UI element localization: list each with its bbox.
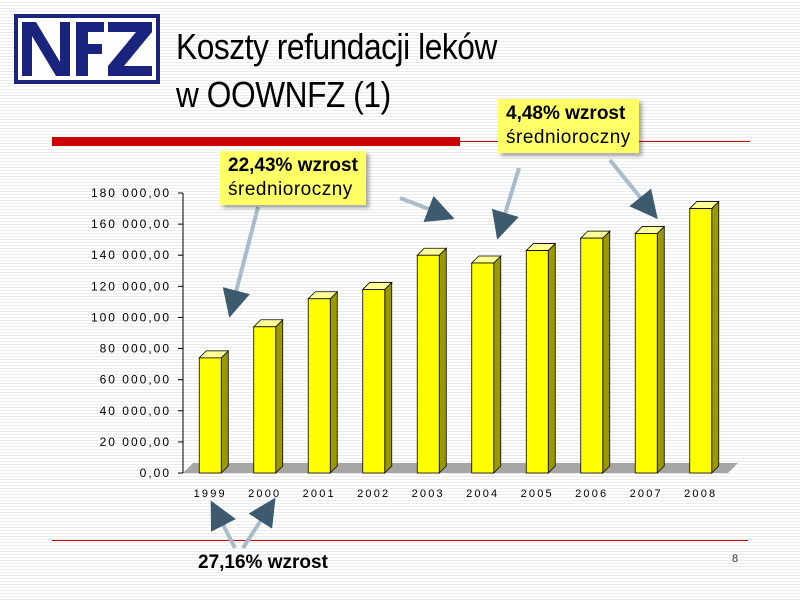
x-tick-label: 2003 — [412, 488, 445, 500]
bar-side — [220, 349, 229, 474]
x-tick-label: 2005 — [521, 488, 554, 500]
y-tick-label: 40 000,00 — [100, 404, 171, 418]
x-tick-label: 2001 — [303, 488, 336, 500]
bar-front — [689, 208, 713, 474]
title-red-bar — [52, 137, 460, 146]
arrow-to-2000-label — [241, 497, 276, 550]
bar-2005 — [525, 242, 557, 474]
bar-side — [602, 230, 611, 474]
bar-side — [711, 200, 720, 474]
x-tick-label: 2007 — [630, 488, 663, 500]
bar-front — [198, 357, 222, 474]
bar-front — [253, 326, 277, 474]
x-tick-label: 2004 — [466, 488, 499, 500]
bar-side — [547, 242, 556, 474]
bar-front — [634, 233, 658, 474]
y-tick-label: 0,00 — [140, 466, 171, 480]
arrow-to-1999 — [222, 206, 260, 318]
callout-22-percent: 22,43% wzrost średnioroczny — [220, 151, 366, 205]
arrow-to-2008 — [608, 158, 658, 220]
y-tick-label: 20 000,00 — [100, 435, 171, 449]
bar-2008 — [688, 200, 720, 474]
bar-2006 — [579, 230, 611, 474]
bar-side — [493, 255, 502, 474]
x-tick-label: 1999 — [194, 488, 227, 500]
x-tick-label: 2008 — [684, 488, 717, 500]
footer-red-line — [52, 540, 748, 541]
bar-front — [362, 289, 386, 474]
bar-2001 — [307, 290, 339, 474]
bar-side — [384, 281, 393, 474]
bar-2003 — [416, 247, 448, 474]
x-tick-label: 2000 — [248, 488, 281, 500]
callout-22-line2: średnioroczny — [228, 179, 353, 200]
x-tick-label: 2006 — [575, 488, 608, 500]
bar-2004 — [470, 255, 502, 474]
bar-side — [438, 247, 447, 474]
bar-side — [329, 290, 338, 474]
callout-22-line1: 22,43% wzrost — [228, 155, 358, 176]
slide-title-line-1: Koszty refundacji leków — [176, 26, 497, 67]
callout-4-line2: średnioroczny — [506, 127, 631, 148]
bar-front — [471, 262, 495, 474]
bar-front — [307, 298, 331, 474]
nfz-logo — [14, 14, 160, 84]
x-tick-label: 2002 — [357, 488, 390, 500]
callout-arrows — [210, 158, 658, 550]
page-number: 8 — [732, 553, 739, 565]
bar-side — [275, 318, 284, 474]
y-tick-label: 120 000,00 — [91, 279, 171, 293]
callout-27-percent: 27,16% wzrost — [198, 552, 328, 573]
y-tick-label: 160 000,00 — [91, 217, 171, 231]
arrow-to-1999-label — [210, 500, 237, 549]
bar-2007 — [634, 225, 666, 474]
y-tick-label: 80 000,00 — [100, 342, 171, 356]
bar-front — [416, 254, 440, 474]
bar-front — [580, 237, 604, 474]
y-tick-label: 60 000,00 — [100, 373, 171, 387]
arrow-to-2003 — [399, 195, 455, 223]
callout-4-percent: 4,48% wzrost średnioroczny — [498, 99, 639, 153]
y-tick-label: 100 000,00 — [91, 310, 171, 324]
y-tick-label: 140 000,00 — [91, 248, 171, 262]
bar-side — [656, 225, 665, 474]
callout-4-line1: 4,48% wzrost — [506, 103, 626, 124]
y-tick-label: 180 000,00 — [91, 186, 171, 200]
bar-1999 — [198, 349, 230, 474]
slide-title-line-2: w OOWNFZ (1) — [176, 74, 391, 115]
bar-front — [525, 250, 549, 474]
bar-2002 — [361, 281, 393, 474]
bar-2000 — [252, 318, 284, 474]
arrow-to-2004 — [491, 167, 521, 240]
